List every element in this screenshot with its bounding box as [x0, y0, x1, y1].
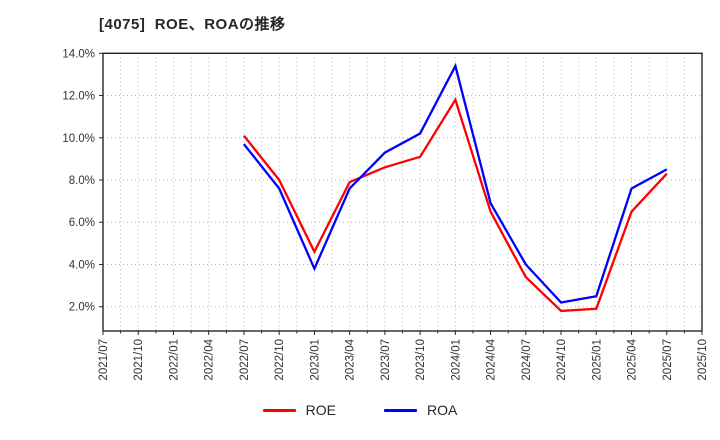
legend: ROE ROA: [0, 402, 720, 418]
x-tick-label: 2023/04: [345, 338, 357, 380]
x-tick-label: 2023/07: [380, 339, 392, 381]
axes-frame: [102, 52, 703, 332]
x-tick-label: 2022/04: [204, 338, 216, 380]
x-tick-label: 2025/04: [627, 338, 639, 380]
x-tick-label: 2023/10: [415, 339, 427, 381]
y-tick-label: 2.0%: [69, 302, 95, 314]
y-tick-label: 10.0%: [62, 133, 95, 145]
roa-line-swatch: [384, 408, 417, 412]
x-tick-label: 2022/07: [239, 339, 251, 381]
y-tick-label: 6.0%: [69, 217, 95, 229]
legend-item-roe: ROE: [262, 402, 336, 418]
x-tick-label: 2025/01: [591, 339, 603, 381]
y-tick-label: 4.0%: [69, 259, 95, 271]
x-tick-label: 2025/07: [662, 339, 674, 381]
x-tick-label: 2022/01: [168, 339, 180, 381]
roa-line: [242, 62, 668, 304]
roa-legend-label: ROA: [427, 402, 458, 418]
x-tick-label: 2024/07: [521, 339, 533, 381]
x-tick-label: 2021/07: [98, 339, 110, 381]
roe-line: [243, 97, 668, 313]
legend-item-roa: ROA: [384, 402, 457, 418]
y-tick-label: 12.0%: [62, 91, 95, 103]
y-tick-label: 8.0%: [69, 175, 95, 187]
x-tick-label: 2023/01: [309, 339, 321, 381]
x-tick-label: 2021/10: [133, 339, 145, 381]
roe-line-swatch: [262, 408, 296, 412]
y-tick-label: 14.0%: [62, 48, 95, 60]
x-tick-label: 2024/10: [556, 339, 568, 381]
x-tick-label: 2025/10: [697, 339, 709, 381]
x-tick-label: 2024/04: [486, 338, 498, 380]
roe-legend-label: ROE: [305, 402, 336, 418]
x-tick-label: 2024/01: [450, 339, 462, 381]
x-tick-label: 2022/10: [274, 339, 286, 381]
chart-title: [4075] ROE、ROAの推移: [99, 16, 286, 33]
